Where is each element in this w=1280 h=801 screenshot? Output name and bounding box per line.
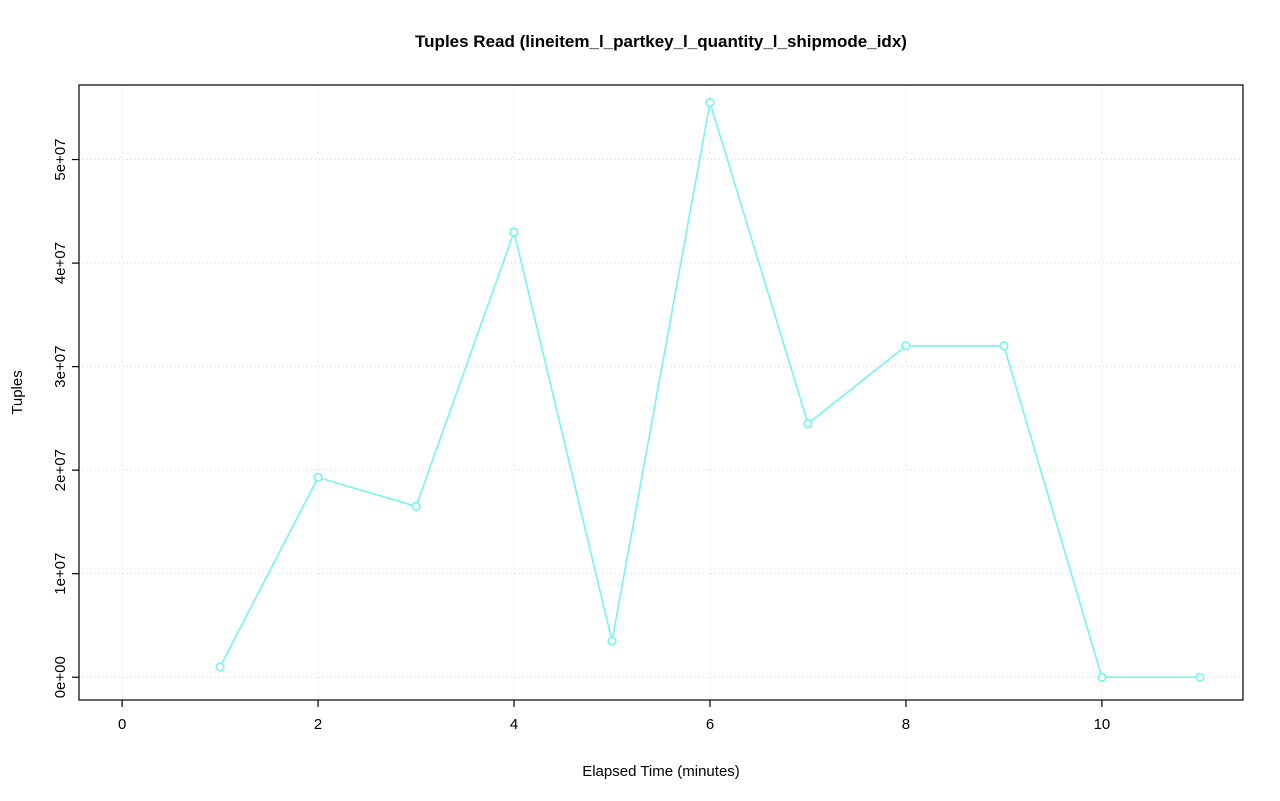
x-tick-label: 0	[118, 716, 126, 733]
x-axis-label: Elapsed Time (minutes)	[582, 763, 740, 780]
x-tick-label: 6	[706, 716, 714, 733]
data-point	[215, 662, 225, 672]
x-tick-label: 4	[510, 716, 518, 733]
data-point	[313, 472, 323, 482]
x-tick-label: 8	[902, 716, 910, 733]
plot-border	[78, 84, 1244, 701]
y-tick-label: 3e+07	[52, 346, 69, 388]
data-point	[1097, 672, 1107, 682]
data-point	[999, 341, 1009, 351]
data-point	[901, 341, 911, 351]
data-point	[607, 636, 617, 646]
y-tick-label: 4e+07	[52, 242, 69, 284]
y-tick-label: 0e+00	[52, 656, 69, 698]
data-point	[411, 501, 421, 511]
data-point	[1195, 672, 1205, 682]
x-tick-label: 10	[1094, 716, 1111, 733]
chart-title: Tuples Read (lineitem_l_partkey_l_quanti…	[415, 32, 907, 51]
data-point	[705, 98, 715, 108]
data-point	[803, 418, 813, 429]
y-tick-label: 2e+07	[52, 449, 69, 491]
y-tick-label: 1e+07	[52, 553, 69, 595]
y-axis-label: Tuples	[9, 370, 26, 414]
data-point	[509, 227, 519, 237]
x-tick-label: 2	[314, 716, 322, 733]
y-tick-label: 5e+07	[52, 138, 69, 180]
